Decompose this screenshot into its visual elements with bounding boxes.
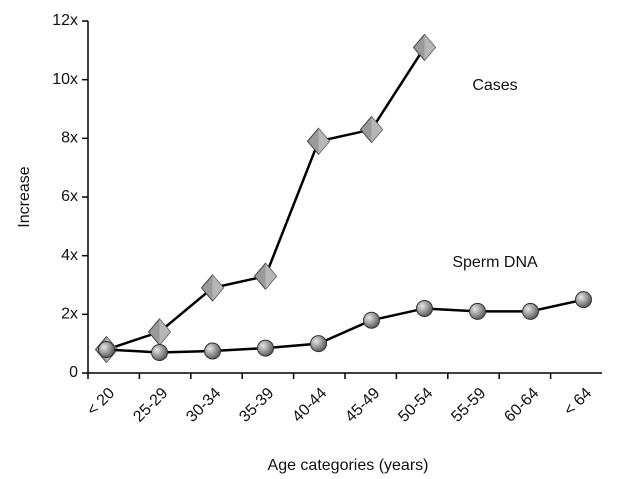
marker [310, 335, 327, 353]
series-label: Cases [472, 77, 517, 94]
x-tick-label: 45-49 [342, 385, 383, 426]
x-tick-label: 35-39 [236, 385, 277, 426]
y-tick-label: 10x [52, 71, 78, 88]
x-tick-label: 30-34 [183, 385, 224, 426]
x-tick-label: 50-54 [395, 385, 436, 426]
marker [257, 339, 274, 357]
marker-highlight [424, 34, 436, 61]
x-tick-label: < 64 [561, 385, 595, 419]
marker [575, 291, 592, 309]
y-tick-label: 2x [61, 306, 78, 323]
series-label: Sperm DNA [452, 254, 538, 271]
y-tick-label: 12x [52, 12, 78, 29]
marker-highlight [265, 263, 277, 290]
x-tick-label: 40-44 [289, 385, 330, 426]
y-axis-label: Increase [16, 166, 33, 227]
y-tick-label: 4x [61, 247, 78, 264]
x-tick-label: 55-59 [448, 385, 489, 426]
series-line [106, 298, 584, 354]
y-tick-label: 6x [61, 188, 78, 205]
y-tick-label: 0 [69, 364, 78, 381]
marker-highlight [318, 128, 330, 155]
x-tick-label: < 20 [84, 385, 118, 419]
marker [151, 343, 168, 361]
marker-highlight [159, 318, 171, 345]
marker [204, 342, 221, 360]
marker [363, 311, 380, 329]
marker-highlight [371, 116, 383, 143]
marker [98, 341, 115, 359]
x-axis-label: Age categories (years) [268, 457, 429, 474]
marker [469, 302, 486, 320]
x-tick-label: 25-29 [130, 385, 171, 426]
marker [416, 299, 433, 317]
x-tick-label: 60-64 [501, 385, 542, 426]
marker-highlight [212, 274, 224, 301]
series-line [106, 46, 426, 351]
y-tick-label: 8x [61, 130, 78, 147]
marker [522, 302, 539, 320]
